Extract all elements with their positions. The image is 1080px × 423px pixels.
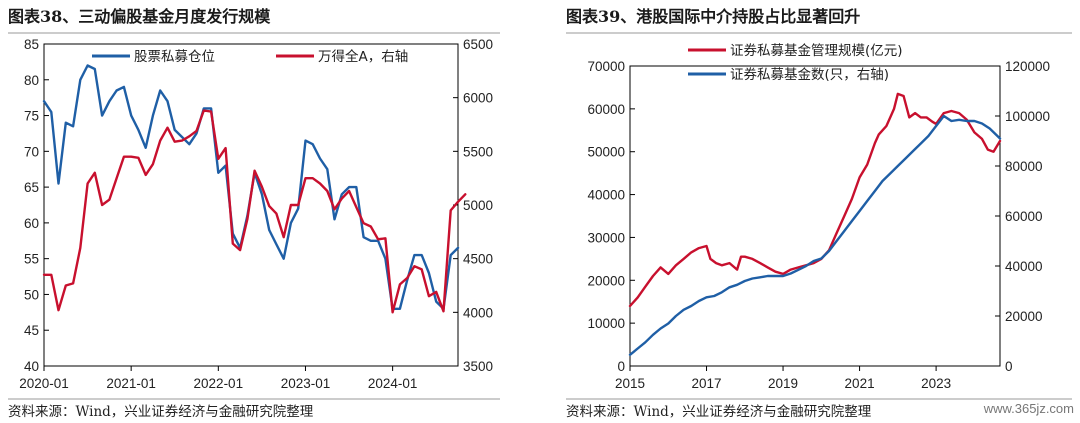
left-tick-label-fig39: 10000 [587,316,625,331]
right-tick-label-fig38: 4500 [463,252,493,267]
x-tick-label-fig38: 2022-01 [194,376,244,391]
left-tick-label-fig39: 50000 [587,145,625,160]
right-tick-label-fig38: 4000 [463,305,493,320]
left-tick-label-fig38: 55 [24,252,39,267]
left-tick-label-fig38: 70 [24,144,39,159]
legend-label-fig39-s0: 证券私募基金管理规模(亿元) [730,42,903,59]
plot-frame-fig38 [43,43,459,367]
left-axis-fig38: 40 45 50 55 60 65 70 75 80 85 [24,37,49,374]
series-line-fig38-s1 [42,109,467,314]
series-line-fig39-s0 [628,92,1002,308]
legend-label-fig38-s0: 股票私募仓位 [134,49,215,65]
left-tick-label-fig39: 30000 [587,230,625,245]
source-fig38: 资料来源：Wind，兴业证券经济与金融研究院整理 [8,404,314,420]
x-tick-label-fig38: 2024-01 [368,376,418,391]
x-axis-fig39: 2015 2017 2019 2021 2023 [615,366,951,391]
left-tick-label-fig38: 60 [24,216,39,231]
right-tick-label-fig38: 5500 [463,144,493,159]
x-tick-label-fig38: 2023-01 [281,376,331,391]
right-tick-label-fig39: 80000 [1005,159,1043,174]
legend-label-fig39-s1: 证券私募基金数(只，右轴) [730,66,889,83]
right-tick-label-fig39: 120000 [1005,59,1050,74]
left-tick-label-fig38: 75 [24,109,39,124]
x-tick-label-fig39: 2019 [768,376,798,391]
title-fig38: 图表38、三动偏股基金月度发行规模 [8,7,271,26]
left-tick-label-fig38: 45 [24,323,39,338]
watermark: www.365jz.com [983,401,1074,416]
right-tick-label-fig39: 100000 [1005,109,1050,124]
panel-fig39: 图表39、港股国际中介持股占比显著回升 0 10000 20000 30000 4000… [566,7,1074,420]
right-tick-label-fig38: 5000 [463,198,493,213]
right-axis-fig39: 0 20000 40000 60000 80000 100000 120000 [995,59,1050,374]
series-group-fig38 [42,64,467,314]
left-tick-label-fig38: 40 [24,359,39,374]
series-line-fig39-s1 [628,114,1002,356]
left-tick-label-fig38: 65 [24,180,39,195]
x-tick-label-fig39: 2015 [615,376,645,391]
x-tick-label-fig38: 2021-01 [106,376,156,391]
plot-frame-fig39 [629,65,1001,367]
x-tick-label-fig38: 2020-01 [19,376,69,391]
right-tick-label-fig39: 20000 [1005,309,1043,324]
left-tick-label-fig38: 85 [24,37,39,52]
left-tick-label-fig39: 0 [617,359,625,374]
right-tick-label-fig38: 6500 [463,37,493,52]
right-axis-fig38: 3500 4000 4500 5000 5500 6000 6500 [453,37,493,374]
title-fig39: 图表39、港股国际中介持股占比显著回升 [566,7,860,26]
left-tick-label-fig39: 20000 [587,273,625,288]
panel-fig38: 图表38、三动偏股基金月度发行规模 40 45 50 55 60 65 70 75 80 85 3… [8,7,500,420]
right-tick-label-fig38: 6000 [463,91,493,106]
right-tick-label-fig39: 40000 [1005,259,1043,274]
right-tick-label-fig39: 60000 [1005,209,1043,224]
x-tick-label-fig39: 2017 [692,376,722,391]
right-tick-label-fig38: 3500 [463,359,493,374]
right-tick-label-fig39: 0 [1005,359,1013,374]
left-tick-label-fig39: 60000 [587,102,625,117]
left-axis-fig39: 0 10000 20000 30000 40000 50000 60000 70000 [587,59,635,374]
left-tick-label-fig39: 70000 [587,59,625,74]
x-tick-label-fig39: 2021 [845,376,875,391]
legend-label-fig38-s1: 万得全A，右轴 [318,48,408,65]
x-axis-fig38: 2020-01 2021-01 2022-01 2023-01 2024-01 [19,366,417,391]
legend-fig38: 股票私募仓位 万得全A，右轴 [92,48,408,65]
left-tick-label-fig39: 40000 [587,188,625,203]
source-fig39: 资料来源：Wind，兴业证券经济与金融研究院整理 [566,404,872,420]
series-group-fig39 [628,92,1002,356]
legend-fig39: 证券私募基金管理规模(亿元) 证券私募基金数(只，右轴) [688,42,903,83]
left-tick-label-fig38: 80 [24,73,39,88]
left-tick-label-fig38: 50 [24,287,39,302]
x-tick-label-fig39: 2023 [921,376,951,391]
